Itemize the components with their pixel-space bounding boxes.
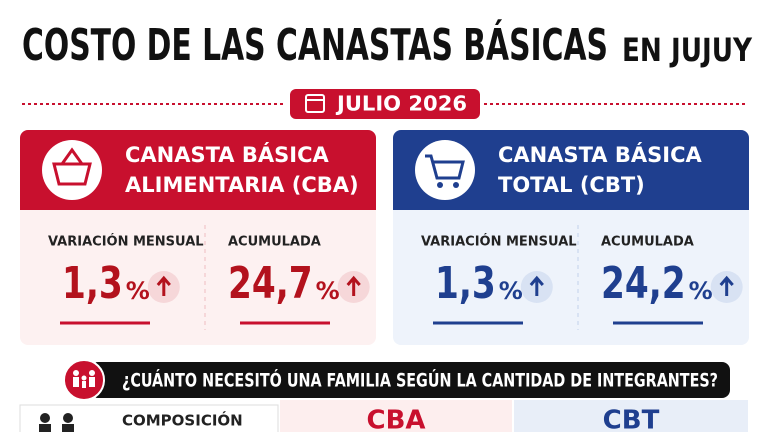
title: COSTO DE LAS CANASTAS BÁSICAS bbox=[22, 18, 608, 71]
basket-icon bbox=[52, 147, 92, 186]
stat-value: 24,7 bbox=[228, 258, 313, 309]
card-title: CANASTA BÁSICA bbox=[498, 142, 702, 167]
date: JULIO 2026 bbox=[335, 92, 467, 116]
stat-label: VARIACIÓN MENSUAL bbox=[48, 234, 204, 250]
card-icon bbox=[42, 140, 102, 200]
title-suffix: EN JUJUY bbox=[622, 31, 753, 69]
card: CANASTA BÁSICA TOTAL (CBT) VARIACIÓN MENSU… bbox=[393, 130, 749, 345]
stat-unit: % bbox=[499, 277, 523, 305]
card: CANASTA BÁSICA ALIMENTARIA (CBA) VARIACIÓN… bbox=[20, 130, 376, 345]
stat-value: 1,3 bbox=[62, 258, 123, 309]
card-title: CANASTA BÁSICA bbox=[125, 142, 329, 167]
cbt-column bbox=[514, 400, 748, 432]
cart-wheel bbox=[453, 182, 459, 188]
card-title: TOTAL (CBT) bbox=[498, 173, 645, 197]
card-title: ALIMENTARIA (CBA) bbox=[125, 173, 359, 197]
table-header-cell: CBA bbox=[366, 406, 425, 432]
stat-unit: % bbox=[689, 277, 713, 305]
cards: CANASTA BÁSICA ALIMENTARIA (CBA) VARIACIÓN… bbox=[20, 130, 749, 345]
cart-icon bbox=[425, 154, 465, 180]
cba-column bbox=[280, 400, 512, 432]
question-bar: ¿CUÁNTO NECESITÓ UNA FAMILIA SEGÚN LA CA… bbox=[63, 359, 730, 401]
card-icon bbox=[415, 140, 475, 200]
arrow-up bbox=[346, 275, 361, 296]
arrow-up bbox=[156, 275, 171, 296]
table-header: COMPOSICIÓN CBA CBT bbox=[19, 400, 748, 432]
card-header bbox=[393, 130, 749, 210]
stat-unit: % bbox=[126, 277, 150, 305]
stat-value: 1,3 bbox=[435, 258, 496, 309]
question: ¿CUÁNTO NECESITÓ UNA FAMILIA SEGÚN LA CA… bbox=[122, 368, 718, 392]
card-header bbox=[20, 130, 376, 210]
arrow-up bbox=[719, 275, 734, 296]
stat-label: ACUMULADA bbox=[228, 235, 321, 250]
cart-wheel bbox=[437, 182, 443, 188]
stat-unit: % bbox=[316, 277, 340, 305]
date-pill bbox=[290, 89, 480, 119]
table-header-cell: CBT bbox=[603, 406, 660, 432]
stat-label: VARIACIÓN MENSUAL bbox=[421, 234, 577, 250]
stat-value: 24,2 bbox=[601, 258, 686, 309]
stat-label: ACUMULADA bbox=[601, 235, 694, 250]
calendar-icon bbox=[305, 94, 325, 113]
table-header-cell: COMPOSICIÓN bbox=[122, 411, 243, 430]
arrow-up bbox=[529, 275, 544, 296]
